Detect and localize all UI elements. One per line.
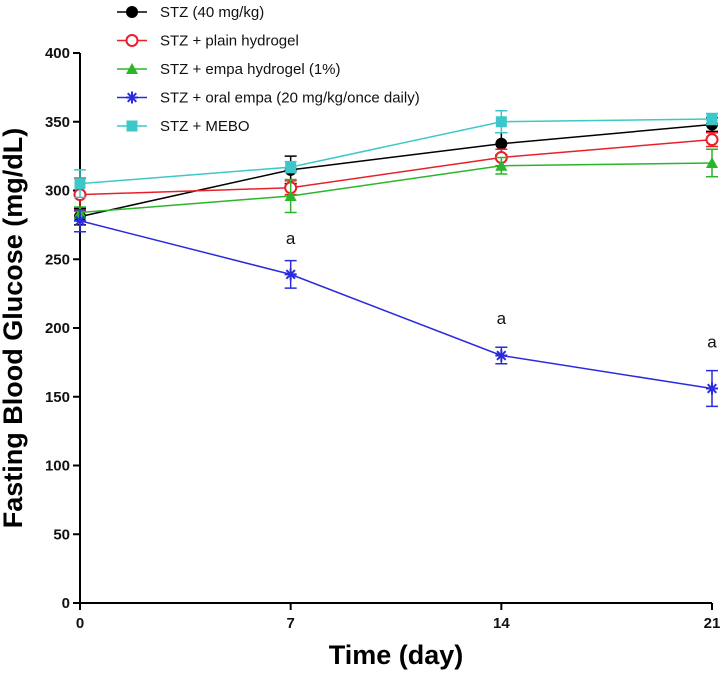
series-line <box>79 118 713 185</box>
legend-marker <box>126 63 138 74</box>
series-3 <box>74 209 718 408</box>
y-tick-label: 200 <box>45 320 70 337</box>
legend-item: STZ + empa hydrogel (1%) <box>117 61 341 78</box>
legend-marker <box>125 34 139 47</box>
series-line <box>79 138 713 196</box>
y-tick-label: 400 <box>45 45 70 62</box>
series-line <box>79 162 713 214</box>
legend-label: STZ + empa hydrogel (1%) <box>160 61 341 78</box>
data-point <box>495 349 508 362</box>
x-tick-label: 21 <box>704 615 721 632</box>
series-4 <box>74 110 718 199</box>
x-ticks: 0 7 14 21 <box>76 603 721 632</box>
x-tick-label: 7 <box>286 615 294 632</box>
data-point <box>705 133 719 147</box>
y-tick-label: 350 <box>45 114 70 131</box>
x-axis-title: Time (day) <box>329 640 464 670</box>
series-2 <box>74 148 718 219</box>
data-point <box>74 214 86 227</box>
y-ticks: 0 50 100 150 200 250 300 350 400 <box>45 45 80 612</box>
significance-label: a <box>497 309 507 328</box>
asterisk-stroke <box>706 383 718 394</box>
y-tick-label: 250 <box>45 251 70 268</box>
data-point <box>74 178 86 190</box>
annotations: a a a <box>286 229 717 351</box>
legend-label: STZ + oral empa (20 mg/kg/once daily) <box>160 90 420 107</box>
asterisk-stroke <box>496 350 507 361</box>
axes: 0 50 100 150 200 250 300 350 400 0 7 14 21 Fasting … <box>0 45 720 670</box>
asterisk-stroke <box>285 269 296 280</box>
asterisk-stroke <box>74 215 86 226</box>
y-tick-label: 50 <box>53 526 70 543</box>
legend-marker <box>126 120 138 132</box>
legend-item: STZ (40 mg/kg) <box>117 4 264 21</box>
legend-item: STZ + oral empa (20 mg/kg/once daily) <box>117 90 420 107</box>
legend-label: STZ + plain hydrogel <box>160 33 299 50</box>
series-line <box>79 220 713 390</box>
y-tick-label: 0 <box>62 595 70 612</box>
legend-item: STZ + MEBO <box>117 118 250 135</box>
data-point <box>285 161 297 173</box>
y-tick-label: 150 <box>45 389 70 406</box>
legend-label: STZ (40 mg/kg) <box>160 4 264 21</box>
series-line <box>79 123 713 218</box>
y-tick-label: 300 <box>45 183 70 200</box>
data-point <box>284 268 297 281</box>
data-point <box>706 157 718 168</box>
legend-marker <box>126 91 138 104</box>
legend-item: STZ + plain hydrogel <box>117 33 299 50</box>
asterisk-stroke <box>126 92 138 103</box>
legend-marker <box>126 6 138 18</box>
series-layer <box>73 110 719 408</box>
significance-label: a <box>707 332 717 351</box>
x-tick-label: 0 <box>76 615 84 632</box>
data-point <box>706 382 718 395</box>
data-point <box>495 159 508 171</box>
legend: STZ (40 mg/kg) STZ + plain hydrogel STZ + … <box>117 4 420 135</box>
data-point <box>495 137 508 150</box>
y-axis-title: Fasting Blood Glucose (mg/dL) <box>0 128 28 529</box>
data-point <box>495 116 507 128</box>
legend-label: STZ + MEBO <box>160 118 250 135</box>
data-point <box>706 113 718 125</box>
y-tick-label: 100 <box>45 458 70 475</box>
x-tick-label: 14 <box>493 615 510 632</box>
significance-label: a <box>286 229 296 248</box>
data-point <box>284 190 297 201</box>
